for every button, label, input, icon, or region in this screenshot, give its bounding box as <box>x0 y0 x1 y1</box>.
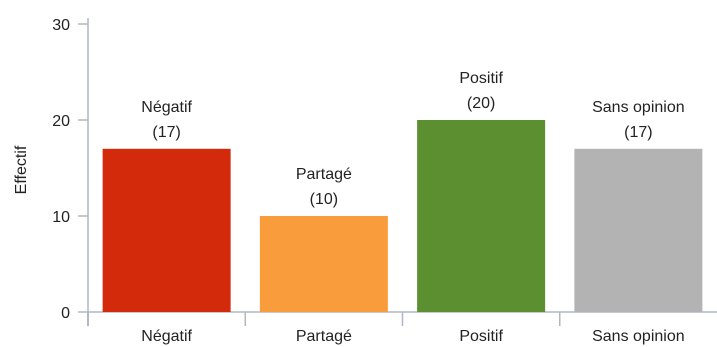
y-axis-title: Effectif <box>13 145 30 194</box>
y-tick-label: 0 <box>61 305 70 322</box>
x-tick-label: Positif <box>459 328 503 345</box>
y-ticks: 0 10 20 30 <box>52 17 88 322</box>
data-label-name: Sans opinion <box>592 99 685 116</box>
bars <box>102 120 703 312</box>
data-label-count: (20) <box>467 95 495 112</box>
y-axis: 0 10 20 30 Effectif <box>13 17 89 322</box>
data-labels: Négatif (17) Partagé (10) Positif (20) Sans op… <box>141 70 684 208</box>
y-tick-label: 30 <box>52 17 70 34</box>
data-label-count: (17) <box>152 124 180 141</box>
bar <box>574 148 703 312</box>
bar <box>259 216 388 312</box>
bar <box>102 148 231 312</box>
x-tick-label: Négatif <box>141 328 192 345</box>
data-label-name: Négatif <box>141 99 192 116</box>
bar <box>417 120 546 312</box>
y-tick-label: 10 <box>52 209 70 226</box>
x-tick-label: Partagé <box>296 328 352 345</box>
data-label-count: (17) <box>624 124 652 141</box>
y-tick-label: 20 <box>52 113 70 130</box>
x-tick-label: Sans opinion <box>592 328 685 345</box>
x-ticks: Négatif Partagé Positif Sans opinion <box>87 312 685 345</box>
data-label-count: (10) <box>310 191 338 208</box>
data-label-name: Positif <box>459 70 503 87</box>
x-axis: Négatif Partagé Positif Sans opinion <box>87 311 717 345</box>
data-label-name: Partagé <box>296 166 352 183</box>
